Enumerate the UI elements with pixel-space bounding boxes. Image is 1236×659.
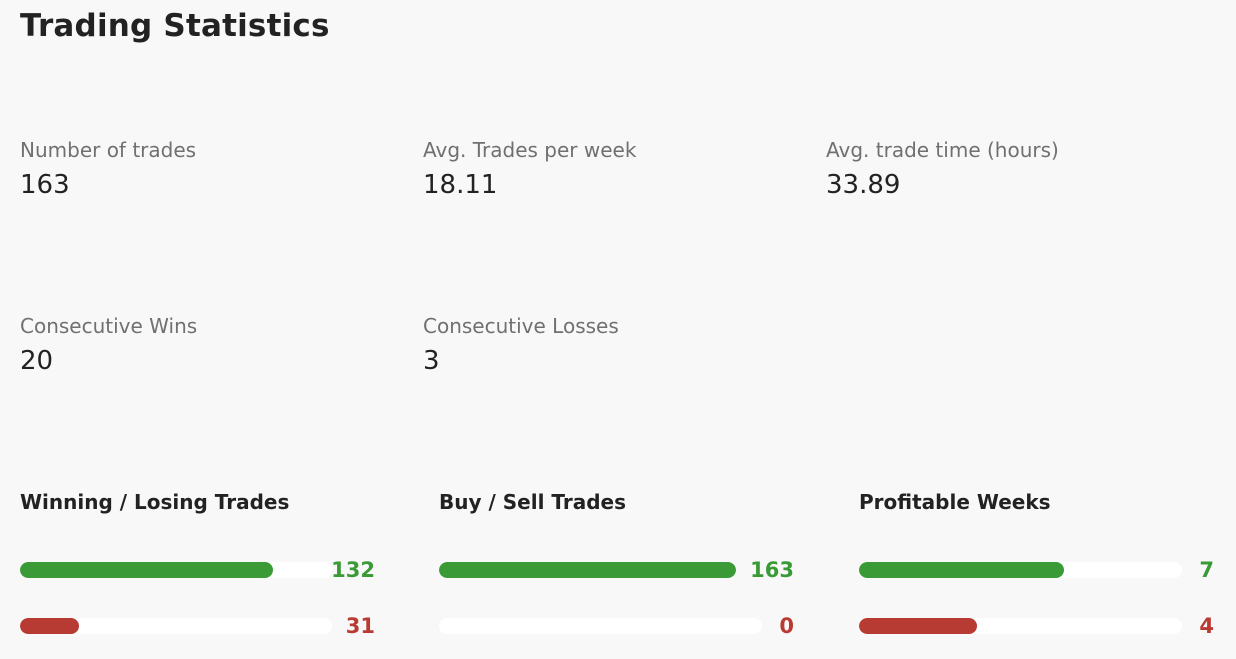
bar-value: 0 <box>779 614 794 638</box>
page-title: Trading Statistics <box>20 8 330 44</box>
section-title: Winning / Losing Trades <box>20 490 290 514</box>
bar-fill <box>859 562 1065 578</box>
bar-fill <box>20 618 80 634</box>
sell-trades-bar: 0 <box>439 615 794 637</box>
unprofitable-weeks-bar: 4 <box>859 615 1214 637</box>
bar-value: 4 <box>1199 614 1214 638</box>
stat-value: 18.11 <box>423 170 498 200</box>
winning-trades-bar: 132 <box>20 559 375 581</box>
bar-fill <box>20 562 273 578</box>
stat-number-of-trades: Number of trades 163 <box>20 137 196 201</box>
losing-trades-bar: 31 <box>20 615 375 637</box>
bar-track <box>20 618 332 634</box>
bar-fill <box>859 618 977 634</box>
bar-track <box>439 618 762 634</box>
section-title: Buy / Sell Trades <box>439 490 626 514</box>
bar-fill <box>439 562 736 578</box>
profitable-weeks-bar: 7 <box>859 559 1214 581</box>
stat-value: 20 <box>20 346 54 376</box>
stat-consecutive-losses: Consecutive Losses 3 <box>423 313 619 377</box>
buy-trades-bar: 163 <box>439 559 794 581</box>
stat-consecutive-wins: Consecutive Wins 20 <box>20 313 197 377</box>
buy-sell-section: Buy / Sell Trades 163 0 <box>439 488 794 637</box>
bar-track <box>859 618 1182 634</box>
bar-value: 163 <box>750 558 794 582</box>
bar-track <box>859 562 1182 578</box>
bar-track <box>439 562 736 578</box>
profitable-weeks-section: Profitable Weeks 7 4 <box>859 488 1214 637</box>
stat-label: Avg. Trades per week <box>423 138 637 162</box>
stat-label: Consecutive Losses <box>423 314 619 338</box>
stat-avg-trade-time: Avg. trade time (hours) 33.89 <box>826 137 1059 201</box>
stat-label: Number of trades <box>20 138 197 162</box>
section-title: Profitable Weeks <box>859 490 1051 514</box>
bar-value: 7 <box>1199 558 1214 582</box>
stat-value: 163 <box>20 170 70 200</box>
bar-track <box>20 562 332 578</box>
bar-value: 132 <box>331 558 375 582</box>
stat-value: 33.89 <box>826 170 901 200</box>
bar-value: 31 <box>345 614 375 638</box>
stat-label: Avg. trade time (hours) <box>826 138 1059 162</box>
stat-avg-trades-per-week: Avg. Trades per week 18.11 <box>423 137 636 201</box>
winning-losing-section: Winning / Losing Trades 132 31 <box>20 488 375 637</box>
stat-label: Consecutive Wins <box>20 314 198 338</box>
stat-value: 3 <box>423 346 440 376</box>
